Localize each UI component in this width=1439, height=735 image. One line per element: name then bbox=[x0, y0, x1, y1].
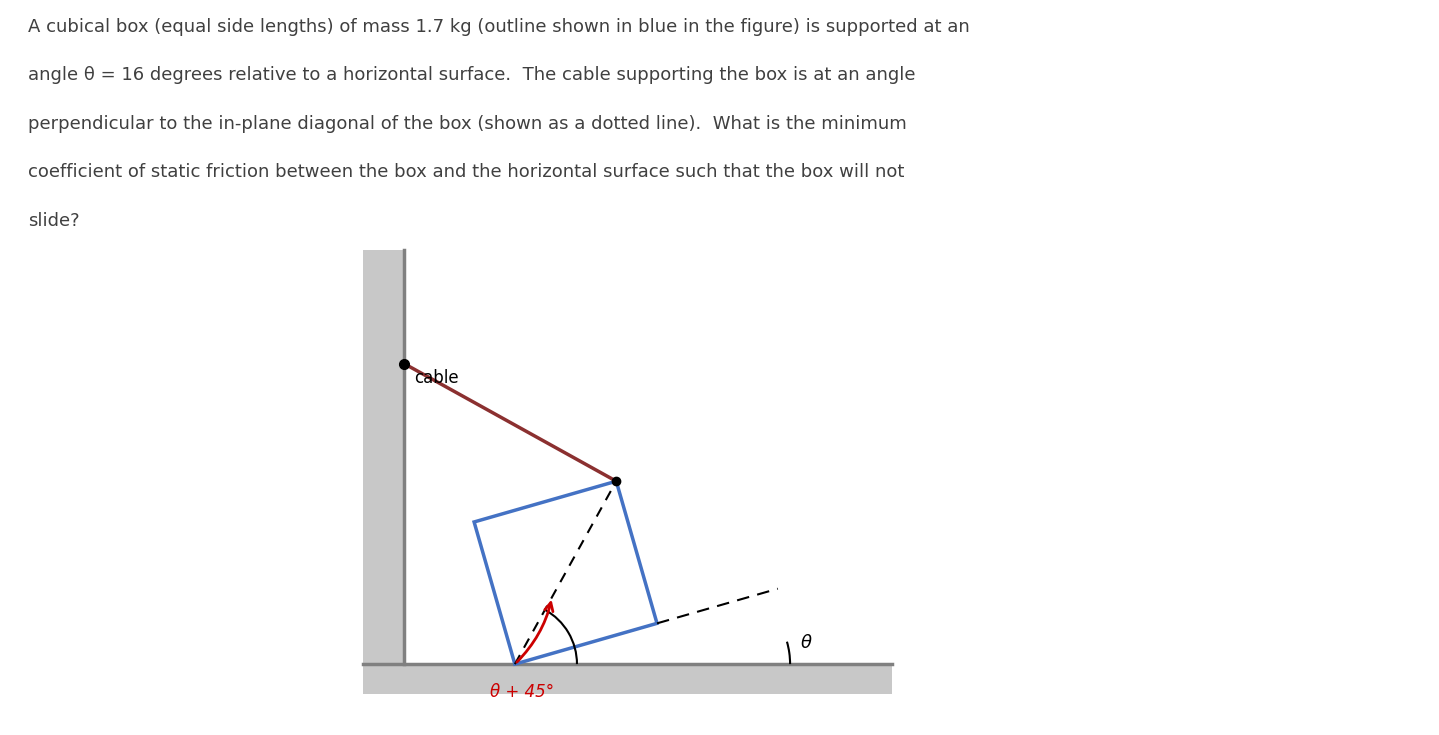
Text: coefficient of static friction between the box and the horizontal surface such t: coefficient of static friction between t… bbox=[29, 163, 905, 181]
Text: A cubical box (equal side lengths) of mass 1.7 kg (outline shown in blue in the : A cubical box (equal side lengths) of ma… bbox=[29, 18, 970, 35]
Text: cable: cable bbox=[414, 370, 459, 387]
Text: θ: θ bbox=[802, 634, 812, 652]
Text: θ + 45°: θ + 45° bbox=[491, 684, 554, 701]
Polygon shape bbox=[363, 250, 404, 664]
Polygon shape bbox=[363, 664, 892, 694]
Text: slide?: slide? bbox=[29, 212, 81, 229]
Text: angle θ = 16 degrees relative to a horizontal surface.  The cable supporting the: angle θ = 16 degrees relative to a horiz… bbox=[29, 66, 917, 84]
Text: perpendicular to the in-plane diagonal of the box (shown as a dotted line).  Wha: perpendicular to the in-plane diagonal o… bbox=[29, 115, 907, 132]
